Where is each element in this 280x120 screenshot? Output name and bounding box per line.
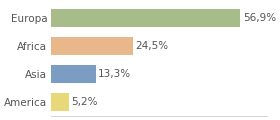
Text: 13,3%: 13,3% bbox=[98, 69, 131, 79]
Bar bbox=[52, 37, 133, 55]
Text: 56,9%: 56,9% bbox=[243, 13, 276, 23]
Text: 5,2%: 5,2% bbox=[71, 97, 98, 107]
Bar bbox=[52, 93, 69, 111]
Bar bbox=[52, 65, 95, 83]
Text: 24,5%: 24,5% bbox=[136, 41, 169, 51]
Bar bbox=[52, 9, 240, 27]
